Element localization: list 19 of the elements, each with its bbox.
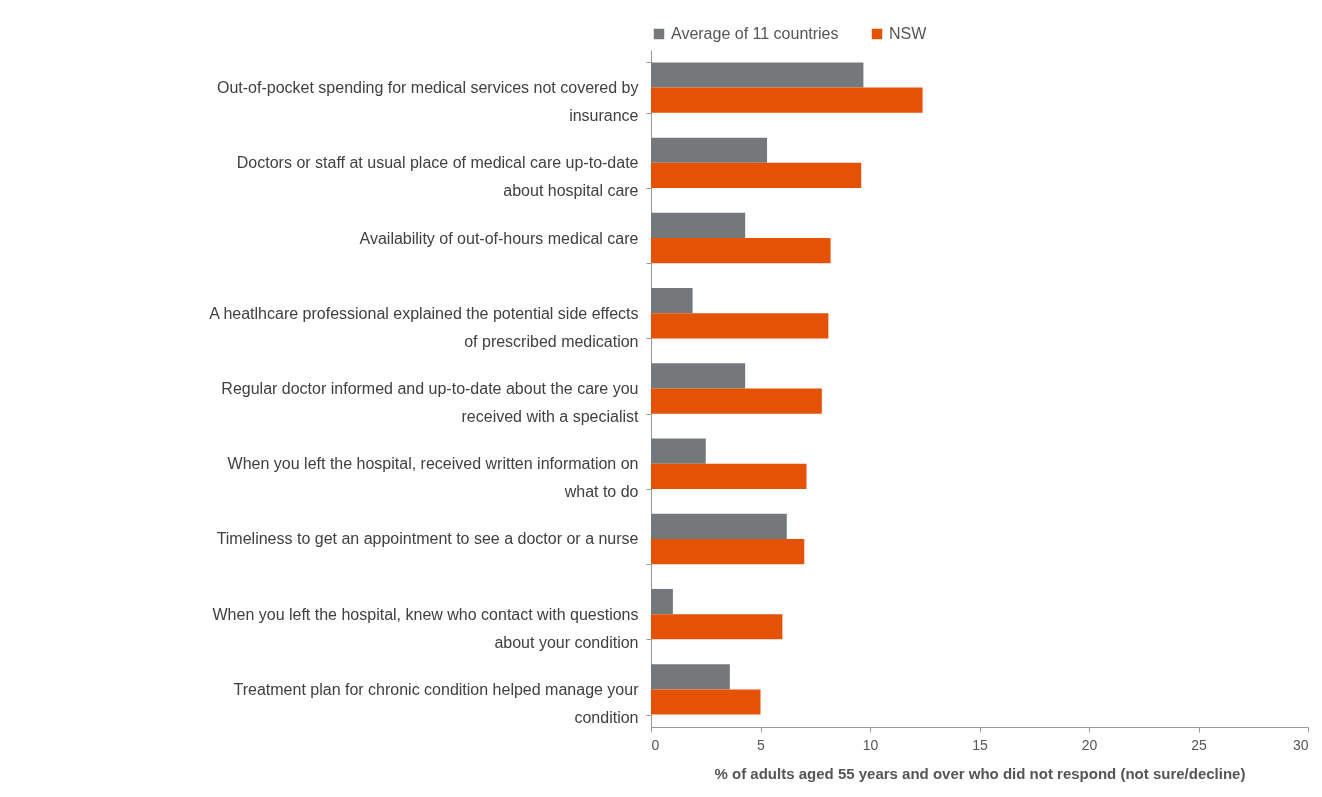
legend-label: NSW — [889, 25, 928, 42]
x-tick-label: 25 — [1191, 736, 1207, 753]
y-tick-label: Treatment plan for chronic condition helped manage your condition — [233, 680, 640, 726]
y-tick-label: When you left the hospital, knew who contact with questions about your condition — [212, 605, 639, 651]
y-tick-label: Timeliness to get an appointment to see a doctor or a nurse — [216, 530, 639, 548]
x-tick-label: 0 — [651, 736, 660, 753]
x-tick-label: 15 — [972, 736, 988, 753]
y-tick-label: Doctors or staff at usual place of medical care up-to-date about hospital care — [236, 154, 639, 200]
y-tick-label: Out-of-pocket spending for medical services not covered by insurance — [216, 79, 639, 125]
x-axis-title: % of adults aged 55 years and over who did not respond (not sure/decline) — [714, 764, 1246, 782]
x-tick-label: 10 — [862, 736, 879, 753]
y-tick-label: Availability of out-of-hours medical care — [359, 229, 639, 247]
x-tick-label: 5 — [757, 736, 766, 753]
y-tick-label: When you left the hospital, received written information on what to do — [227, 455, 639, 501]
y-tick-label: Regular doctor informed and up-to-date about the care you received with a specialist — [221, 380, 640, 425]
y-tick-label: A heatlhcare professional explained the potential side effects of prescribed medication — [209, 304, 639, 350]
x-tick-label: 20 — [1081, 736, 1098, 753]
x-tick-label: 30 — [1292, 736, 1309, 753]
legend-label: Average of 11 countries — [671, 25, 839, 42]
